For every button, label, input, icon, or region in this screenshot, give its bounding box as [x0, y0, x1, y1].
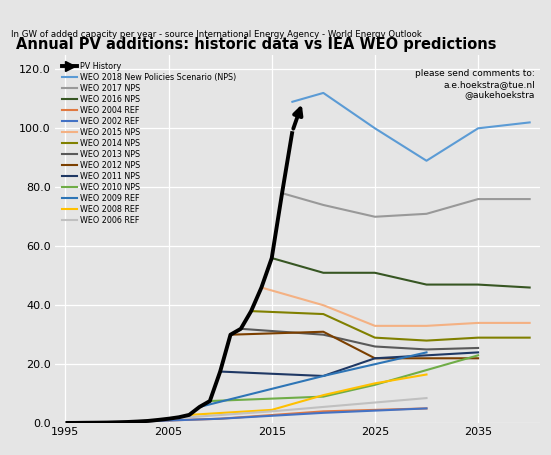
Text: please send comments to:
a.e.hoekstra@tue.nl
@aukehoekstra: please send comments to: a.e.hoekstra@tu… — [415, 69, 535, 99]
Text: In GW of added capacity per year - source International Energy Agency - World En: In GW of added capacity per year - sourc… — [11, 30, 422, 39]
Legend: PV History, WEO 2018 New Policies Scenario (NPS), WEO 2017 NPS, WEO 2016 NPS, WE: PV History, WEO 2018 New Policies Scenar… — [59, 59, 240, 228]
Text: Annual PV additions: historic data vs IEA WEO predictions: Annual PV additions: historic data vs IE… — [17, 37, 497, 52]
